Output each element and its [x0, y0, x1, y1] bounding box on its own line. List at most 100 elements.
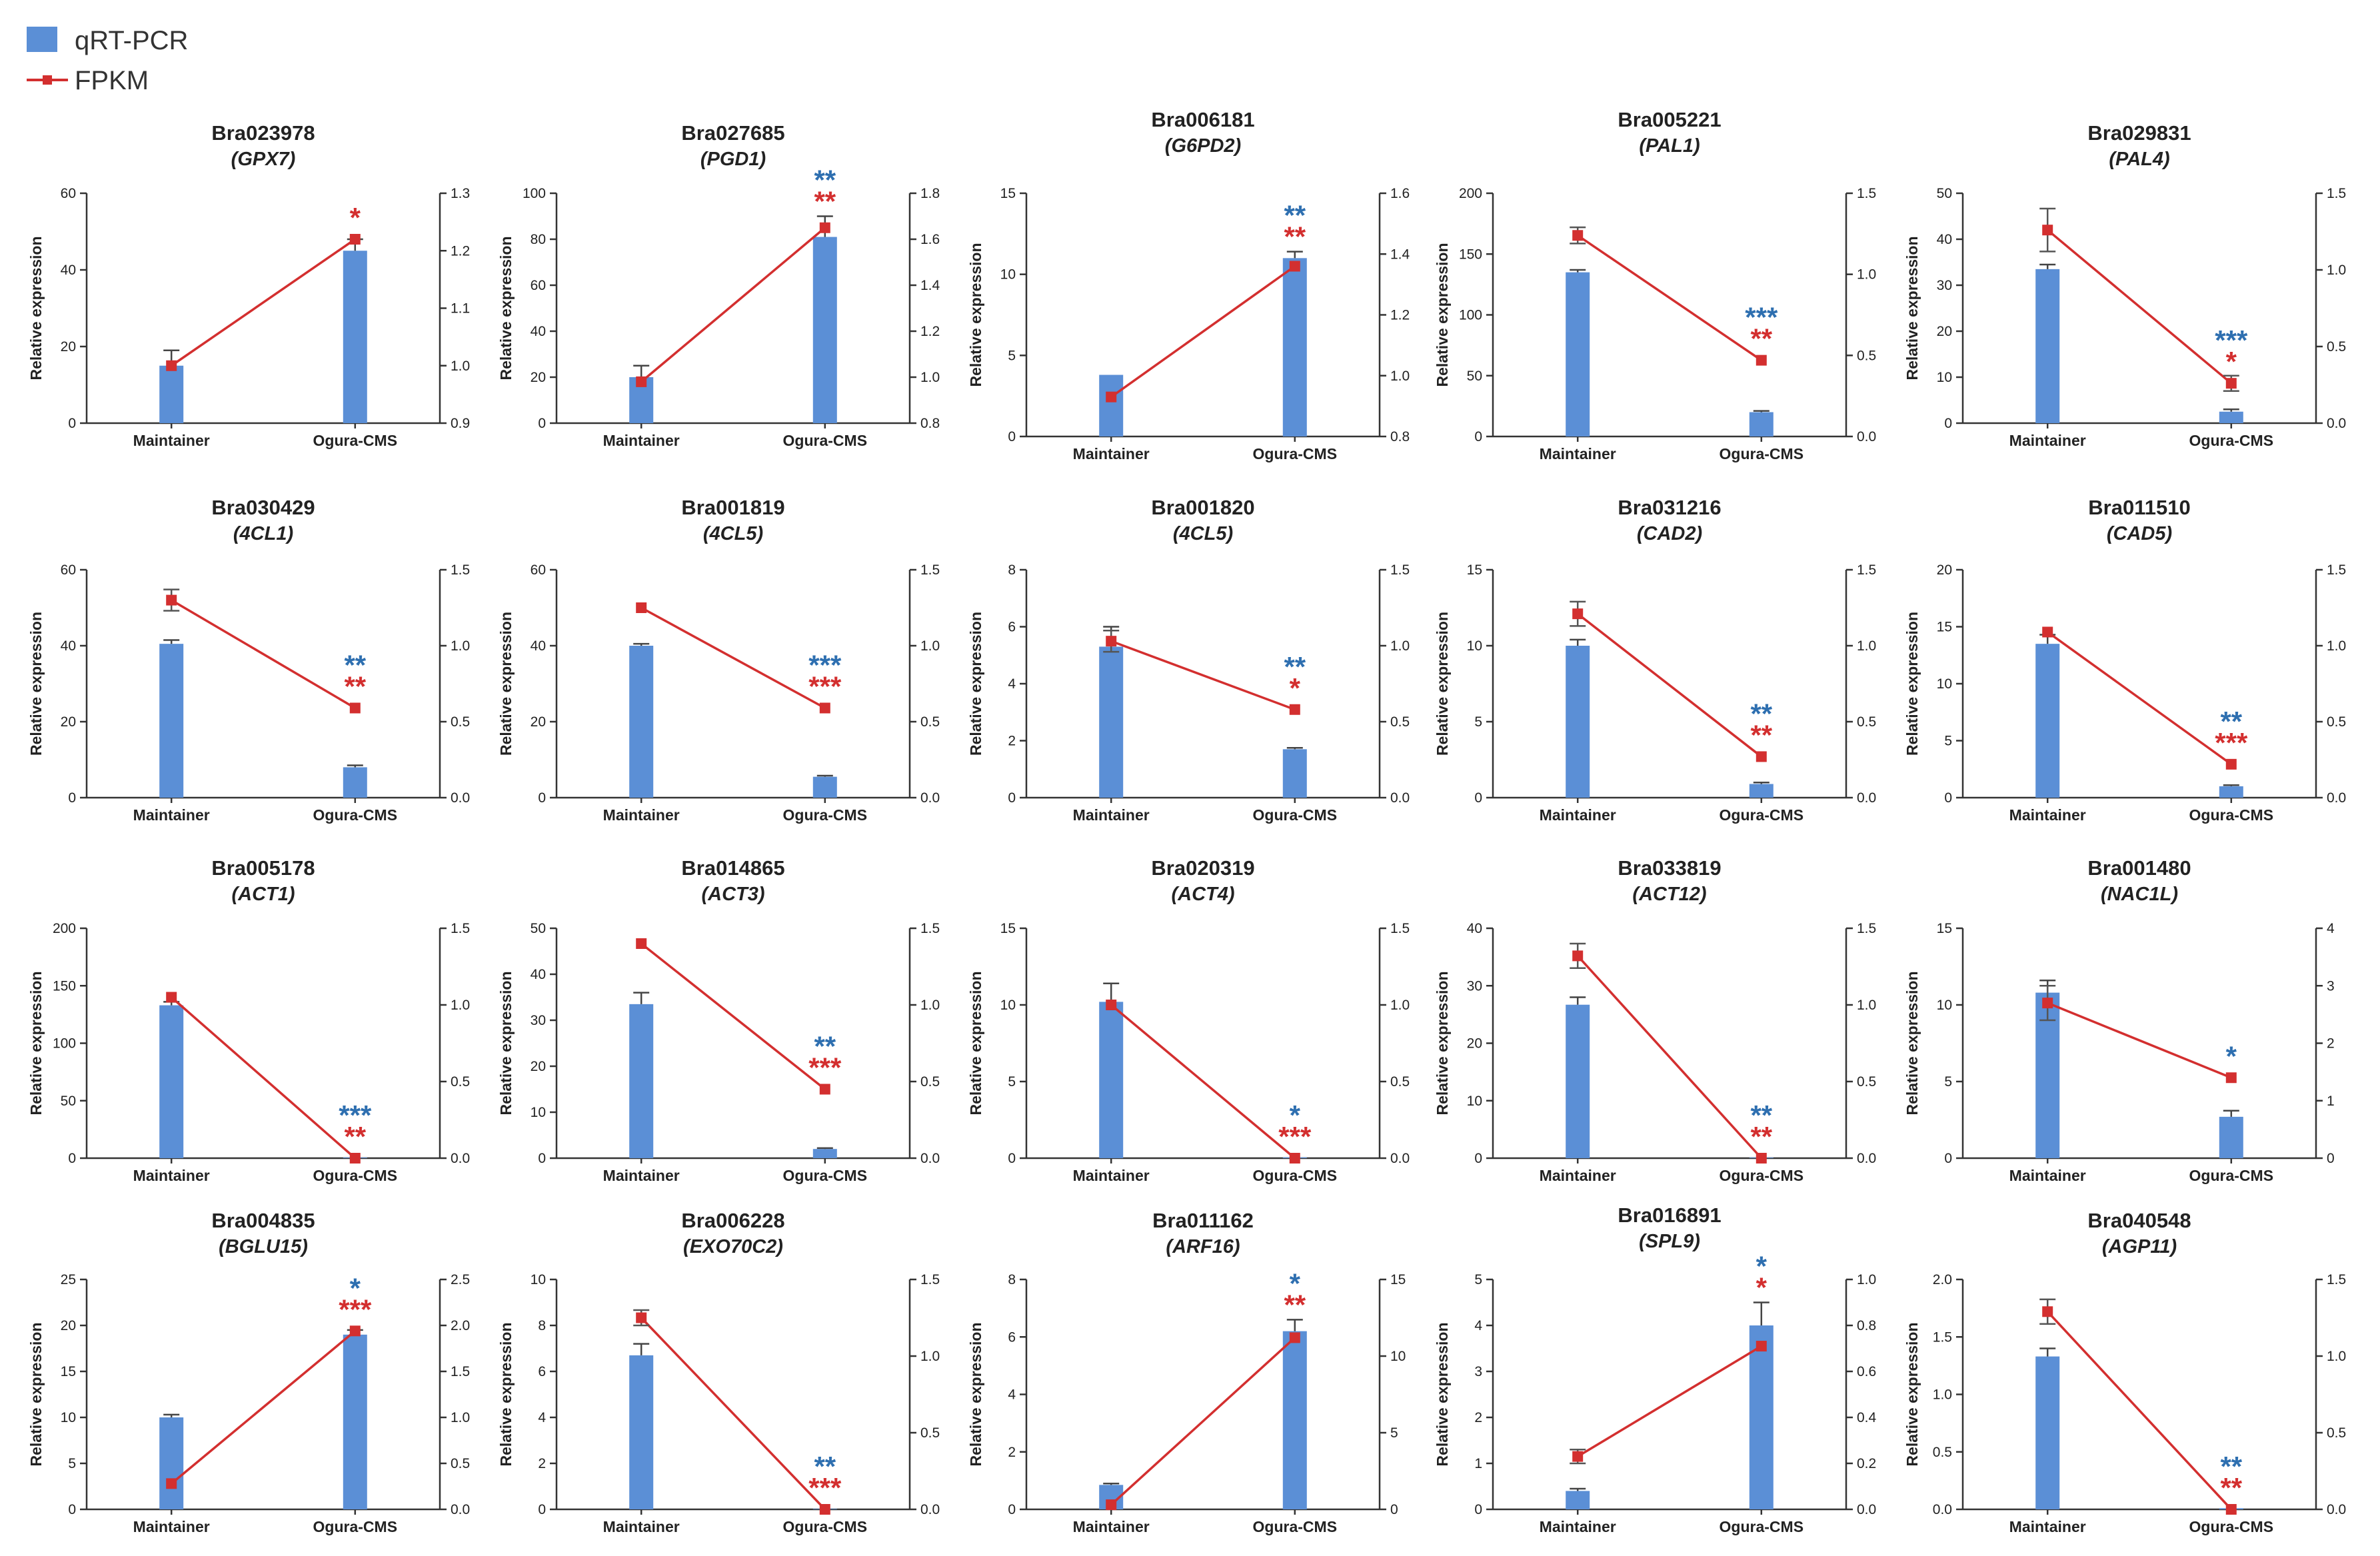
- x-tick-label: Ogura-CMS: [1720, 445, 1804, 462]
- panel-subtitle: (ARF16): [1166, 1236, 1240, 1257]
- y-axis-label: Relative expression: [1903, 1322, 1921, 1466]
- right-tick-label: 1.2: [920, 324, 940, 339]
- fpkm-point: [1289, 1153, 1300, 1164]
- right-tick-label: 0.8: [1857, 1318, 1876, 1333]
- fpkm-line: [640, 942, 826, 1090]
- fpkm-point: [1106, 636, 1117, 647]
- right-tick-label: 1.0: [2327, 638, 2346, 654]
- x-tick-label: Maintainer: [1540, 806, 1616, 824]
- left-tick-label: 10: [1467, 638, 1482, 654]
- right-tick-label: 1.5: [920, 1272, 940, 1287]
- right-tick-label: 3: [2327, 978, 2335, 994]
- chart-panel-bra030429: Bra030429 (4CL1) 0 20 40 60 0.0 0.5 1.0 1.5 Relati…: [27, 496, 470, 824]
- fpkm-point: [2225, 758, 2237, 770]
- left-tick-label: 50: [1937, 186, 1952, 201]
- right-tick-label: 1.0: [920, 1349, 940, 1364]
- significance-qrt-pcr: **: [814, 1451, 836, 1482]
- left-tick-label: 3: [1474, 1364, 1482, 1379]
- panel-subtitle: (4CL5): [1173, 523, 1233, 544]
- significance-fpkm: **: [1750, 323, 1772, 355]
- left-tick-label: 0: [1944, 790, 1952, 806]
- panel-title: Bra033819: [1618, 856, 1721, 880]
- left-tick-label: 8: [1008, 1272, 1016, 1287]
- x-tick-label: Ogura-CMS: [1253, 1167, 1338, 1184]
- left-tick-label: 0.5: [1933, 1445, 1952, 1460]
- significance-fpkm: **: [1750, 719, 1772, 750]
- bar-maintainer: [1099, 375, 1124, 436]
- significance-fpkm: **: [814, 186, 836, 217]
- significance-fpkm: ***: [808, 670, 842, 702]
- fpkm-point: [1756, 355, 1767, 366]
- fpkm-line: [2047, 631, 2232, 766]
- significance-qrt-pcr: *: [1290, 1100, 1301, 1131]
- left-tick-label: 100: [1459, 308, 1482, 323]
- fpkm-line: [1577, 1345, 1762, 1458]
- right-tick-label: 1.6: [920, 232, 940, 247]
- significance-fpkm: **: [344, 670, 366, 702]
- significance-fpkm: *: [1290, 672, 1301, 704]
- right-tick-label: 0.5: [1390, 1074, 1410, 1090]
- fpkm-line: [1110, 265, 1296, 398]
- x-tick-label: Ogura-CMS: [313, 806, 398, 824]
- significance-qrt-pcr: **: [1750, 698, 1772, 729]
- right-tick-label: 0.0: [2327, 1502, 2346, 1517]
- bar-ogura-cms: [1749, 1325, 1774, 1509]
- right-tick-label: 0.5: [920, 714, 940, 730]
- left-tick-label: 15: [1467, 562, 1482, 578]
- right-tick-label: 4: [2327, 921, 2335, 936]
- left-tick-label: 40: [1937, 232, 1952, 247]
- fpkm-point: [1572, 230, 1584, 241]
- fpkm-point: [636, 938, 647, 949]
- left-tick-label: 10: [1000, 998, 1016, 1013]
- right-tick-label: 0.5: [2327, 339, 2346, 355]
- fpkm-point: [636, 1312, 647, 1323]
- legend-line-marker: [43, 75, 52, 85]
- fpkm-point: [349, 702, 361, 714]
- y-axis-label: Relative expression: [1434, 243, 1451, 387]
- significance-qrt-pcr: *: [350, 1272, 361, 1303]
- chart-panel-bra033819: Bra033819 (ACT12) 0 10 20 30 40 0.0 0.5 1.0 1.5 Rel…: [1434, 856, 1876, 1184]
- panel-subtitle: (AGP11): [2102, 1236, 2177, 1257]
- right-tick-label: 0.0: [920, 1151, 940, 1166]
- left-tick-label: 4: [1008, 676, 1016, 692]
- x-tick-label: Ogura-CMS: [313, 1167, 398, 1184]
- panel-title: Bra031216: [1618, 496, 1721, 519]
- right-tick-label: 1.5: [1390, 921, 1410, 936]
- right-tick-label: 0.9: [451, 416, 470, 431]
- right-tick-label: 0.0: [1857, 790, 1876, 806]
- bar-ogura-cms: [1282, 749, 1307, 798]
- significance-qrt-pcr: **: [814, 165, 836, 196]
- left-tick-label: 0: [1474, 1151, 1482, 1166]
- right-tick-label: 1.0: [1857, 267, 1876, 283]
- x-tick-label: Ogura-CMS: [783, 432, 868, 449]
- bar-ogura-cms: [1749, 784, 1774, 798]
- bar-maintainer: [629, 1004, 654, 1158]
- fpkm-point: [349, 1153, 361, 1164]
- x-tick-label: Ogura-CMS: [783, 806, 868, 824]
- significance-qrt-pcr: *: [1290, 1267, 1301, 1299]
- left-tick-label: 60: [61, 186, 76, 201]
- left-tick-label: 100: [523, 186, 546, 201]
- chart-panel-bra023978: Bra023978 (GPX7) 0 20 40 60 0.9 1.0 1.1 1.2 1.3 Rel…: [27, 121, 470, 449]
- y-axis-label: Relative expression: [1434, 612, 1451, 756]
- left-tick-label: 0: [538, 1502, 546, 1517]
- fpkm-point: [819, 702, 830, 714]
- right-tick-label: 0.5: [1390, 714, 1410, 730]
- left-tick-label: 20: [61, 1318, 76, 1333]
- significance-fpkm: ***: [808, 1052, 842, 1084]
- right-tick-label: 0.2: [1857, 1456, 1876, 1471]
- right-tick-label: 15: [1390, 1272, 1406, 1287]
- right-tick-label: 0.8: [1390, 429, 1410, 444]
- left-tick-label: 60: [531, 562, 546, 578]
- fpkm-point: [2042, 225, 2053, 236]
- legend-line-label: FPKM: [75, 66, 149, 95]
- fpkm-line: [2046, 1311, 2233, 1511]
- y-axis-label: Relative expression: [27, 1322, 45, 1466]
- left-tick-label: 6: [1008, 1329, 1016, 1345]
- x-tick-label: Maintainer: [1073, 445, 1150, 462]
- significance-qrt-pcr: ***: [1745, 302, 1778, 333]
- panel-subtitle: (4CL5): [703, 523, 763, 544]
- right-tick-label: 1.0: [1857, 638, 1876, 654]
- significance-fpkm: ***: [339, 1293, 372, 1325]
